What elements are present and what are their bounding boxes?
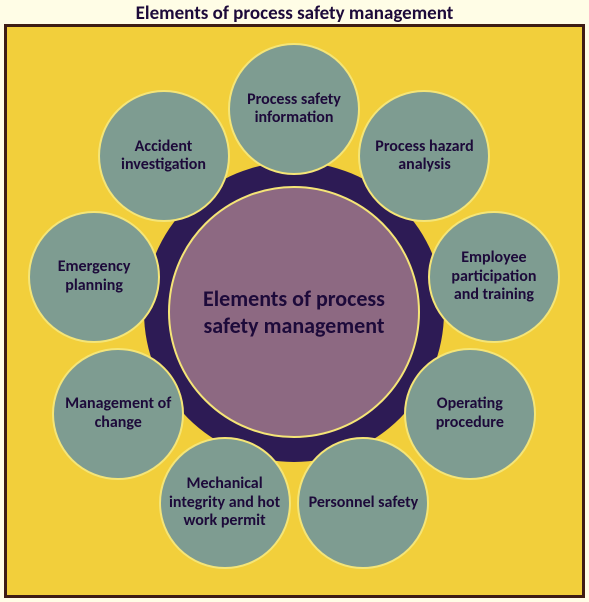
page-title: Elements of process safety management <box>0 0 589 27</box>
diagram-frame: Elements of process safety management Pr… <box>0 0 589 602</box>
outer-border <box>4 24 585 598</box>
